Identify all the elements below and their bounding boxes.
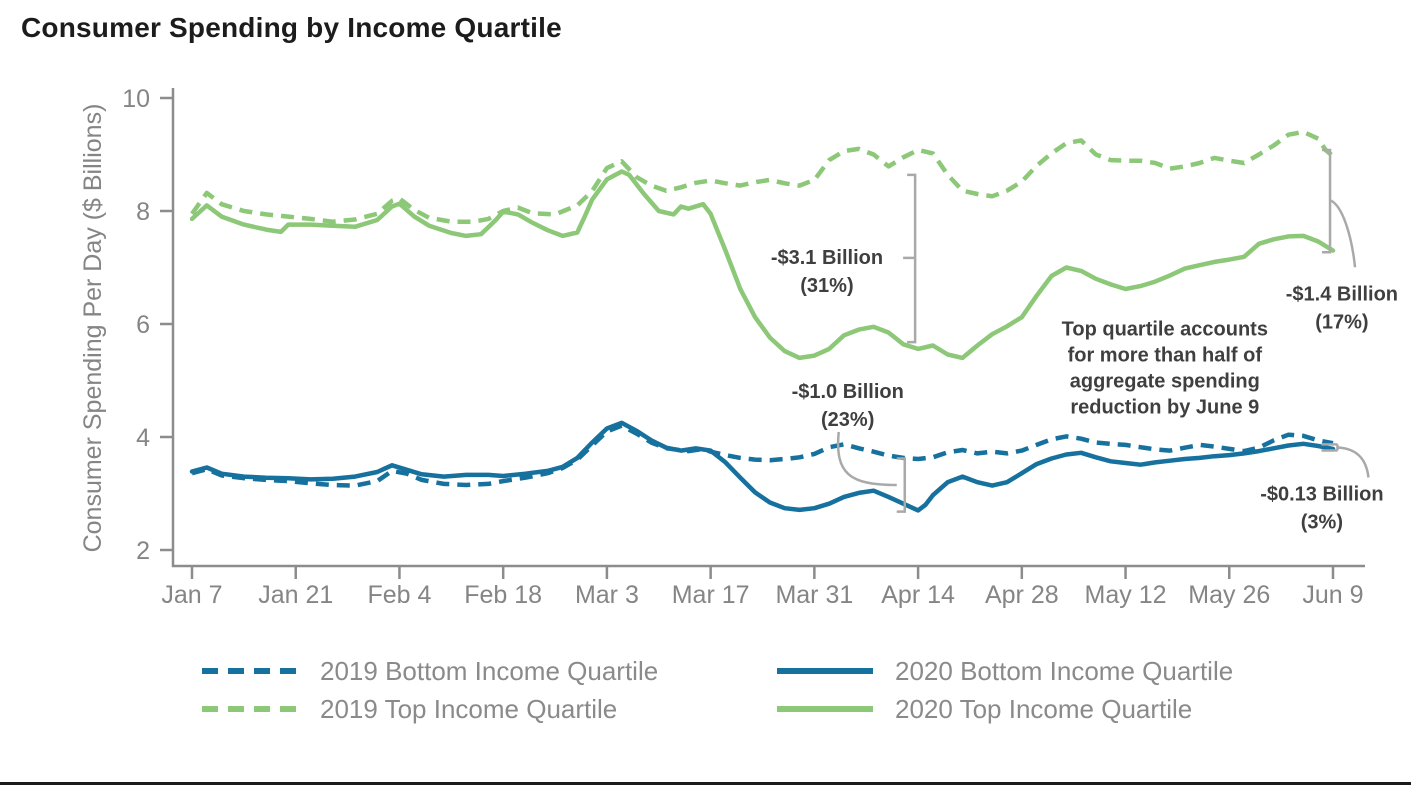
y-axis-label: Consumer Spending Per Day ($ Billions)	[79, 104, 107, 553]
annotation-connector	[1322, 148, 1332, 254]
annotation-text-bottom-quartile-jun9: -$0.13 Billion	[1260, 483, 1383, 505]
annotation-text-top-quartile-jun9: (17%)	[1315, 311, 1368, 333]
solid-line-swatch-icon	[777, 668, 873, 674]
x-tick-label: Mar 17	[672, 581, 750, 609]
x-tick-label: Apr 14	[881, 581, 955, 609]
y-tick-label: 4	[136, 424, 150, 452]
dashed-line-swatch-icon	[202, 668, 298, 674]
series-line-2019-bottom-income-quartile	[191, 423, 1334, 488]
axis-line	[171, 88, 1365, 568]
y-tick-label: 10	[122, 85, 150, 113]
legend-label: 2020 Top Income Quartile	[895, 693, 1193, 724]
x-tick-label: Jan 7	[161, 581, 222, 609]
annotation-text-bottom-quartile-jun9: (3%)	[1301, 511, 1343, 533]
annotation-text-bottom-quartile-apr14: -$1.0 Billion	[792, 381, 904, 403]
page-title: Consumer Spending by Income Quartile	[21, 12, 562, 43]
series-line-2020-top-income-quartile	[189, 169, 1336, 361]
y-tick-label: 6	[136, 311, 150, 339]
solid-line-swatch-icon	[777, 706, 873, 712]
y-tick-label: 8	[136, 198, 150, 226]
annotation-text-top-quartile-apr14: -$3.1 Billion	[771, 247, 883, 269]
x-tick-label: Mar 3	[575, 581, 639, 609]
x-tick-label: Feb 4	[367, 581, 431, 609]
annotation-text-note-top-quartile: aggregate spending	[1070, 370, 1260, 392]
x-tick-label: Apr 28	[985, 581, 1059, 609]
annotation-text-note-top-quartile: Top quartile accounts	[1062, 318, 1268, 340]
legend-label: 2019 Bottom Income Quartile	[320, 655, 659, 686]
series-lines	[189, 129, 1336, 513]
x-tick-label: Jun 9	[1302, 581, 1363, 609]
annotations: -$3.1 Billion (31%) -$1.0 Billion (23%) -$1.…	[771, 148, 1398, 533]
legend-item-2020-bottom: 2020 Bottom Income Quartile	[775, 656, 1233, 687]
x-tick-label: Feb 18	[464, 581, 542, 609]
legend-item-2019-bottom: 2019 Bottom Income Quartile	[200, 656, 775, 687]
legend-item-2019-top: 2019 Top Income Quartile	[200, 694, 775, 725]
legend-label: 2020 Bottom Income Quartile	[895, 655, 1234, 686]
series-line-2019-top-income-quartile	[190, 129, 1335, 224]
x-tick-label: Mar 31	[775, 581, 853, 609]
annotation-text-top-quartile-jun9: -$1.4 Billion	[1286, 283, 1398, 305]
annotation-text-note-top-quartile: for more than half of	[1068, 344, 1263, 366]
annotation-connector	[1329, 199, 1357, 268]
legend-item-2020-top: 2020 Top Income Quartile	[775, 694, 1233, 725]
dashed-line-swatch-icon	[202, 706, 298, 712]
annotation-connector	[1337, 446, 1370, 478]
x-tick-label: May 12	[1085, 581, 1167, 609]
annotation-text-top-quartile-apr14: (31%)	[800, 275, 853, 297]
bottom-divider	[0, 782, 1411, 785]
annotation-text-note-top-quartile: reduction by June 9	[1070, 396, 1259, 418]
axes: 2 4 6 8 10 Jan 7 Jan 21 Feb 4 Feb 18 Mar 3 Mar 17 M…	[122, 85, 1365, 609]
series-line-2020-bottom-income-quartile	[189, 420, 1336, 513]
annotation-connector	[896, 457, 907, 513]
y-tick-label: 2	[136, 537, 150, 565]
x-tick-label: May 26	[1188, 581, 1270, 609]
annotation-text-bottom-quartile-apr14: (23%)	[821, 409, 874, 431]
x-tick-label: Jan 21	[258, 581, 333, 609]
legend: 2019 Bottom Income Quartile 2020 Bottom …	[200, 652, 1233, 728]
legend-label: 2019 Top Income Quartile	[320, 693, 618, 724]
annotation-connector	[836, 431, 897, 487]
